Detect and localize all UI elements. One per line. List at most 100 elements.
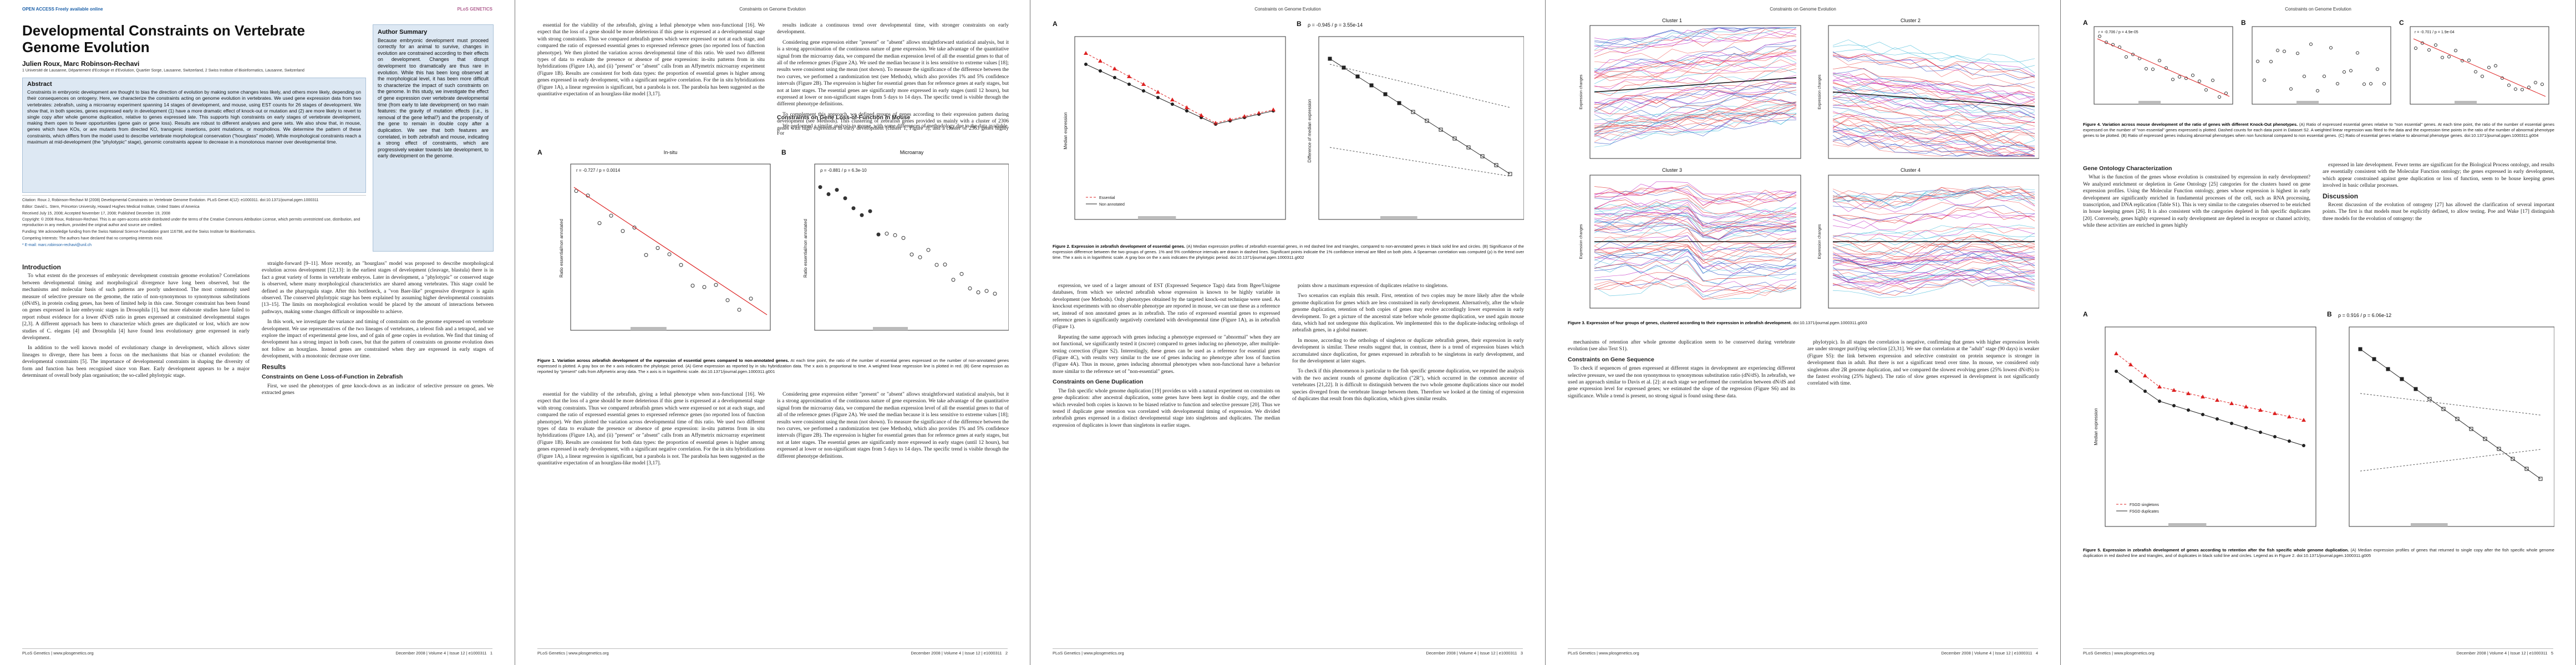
data-point (918, 255, 922, 259)
column-1-bottom (537, 131, 765, 147)
panel-label-b: B (2327, 310, 2332, 318)
data-point (2323, 74, 2326, 78)
expression-profile (1832, 112, 2035, 137)
paragraph: To complement this approach, we defined … (777, 111, 1009, 131)
page-number: 2 (1005, 651, 1008, 656)
email[interactable]: * E-mail: marc.robinson-rechavi@unil.ch (22, 243, 92, 247)
panel-b-stat: ρ = -0.881 / p = 6.3e-10 (820, 168, 867, 173)
expression-profile (1832, 185, 2035, 203)
expression-profile (1832, 269, 2035, 287)
expression-profile (1832, 73, 2035, 98)
page-header: Constraints on Genome Evolution (1053, 7, 1523, 14)
expression-profile (1594, 275, 1797, 294)
phylotypic-period-box (1138, 216, 1176, 219)
expression-profile (1832, 187, 2035, 203)
panel-label-a: A (537, 149, 542, 156)
singleton-point (2186, 391, 2191, 395)
expression-profile (1832, 78, 2035, 100)
y-axis-label: Expression changes (1818, 224, 1822, 259)
paragraph: phylotypic). In all stages the correlati… (1807, 340, 2039, 387)
expression-profile (1594, 29, 1797, 58)
figure-2-chart: Median expression Difference of median ex… (1063, 36, 1524, 220)
data-point (2191, 73, 2194, 77)
singleton-point (2244, 405, 2248, 408)
data-point (2414, 46, 2417, 50)
data-point (959, 272, 964, 276)
expression-profile (1832, 238, 2035, 255)
data-point (725, 298, 730, 303)
expression-profile (1832, 139, 2035, 157)
essential-point (1271, 108, 1276, 111)
footer-journal: PLoS Genetics | www.plosgenetics.org (22, 651, 94, 656)
abstract-heading: Abstract (27, 81, 52, 88)
page-footer: PLoS Genetics | www.plosgenetics.org Dec… (2083, 648, 2553, 657)
panel-label-b: B (781, 149, 786, 156)
expression-profile (1594, 205, 1797, 229)
paragraph: Repeating the same approach with genes i… (1053, 334, 1280, 375)
expression-profile (1594, 235, 1797, 253)
singleton-point (2258, 408, 2263, 412)
footer-journal: PLoS Genetics | www.plosgenetics.org (2083, 651, 2155, 656)
figure-3-chart: Expression changes Expression changes Expr… (1579, 25, 2039, 309)
phylotypic-period-box (1380, 216, 1417, 219)
expression-profile (1832, 269, 2035, 283)
page-header: Constraints on Genome Evolution (2083, 7, 2553, 14)
expression-profile (1594, 81, 1797, 105)
expression-profile (1594, 51, 1797, 78)
expression-profile (1832, 51, 2035, 80)
expression-profile (1832, 125, 2035, 156)
expression-profile (1594, 210, 1797, 233)
data-point (2256, 59, 2259, 63)
data-point (2356, 51, 2359, 55)
data-point (2521, 88, 2524, 91)
panel-label-a: A (2083, 310, 2088, 318)
paragraph: First, we used the phenotypes of gene kn… (262, 383, 494, 396)
regression-line (2413, 38, 2546, 97)
expression-profile (1594, 263, 1797, 284)
phylotypic-period-box (2455, 101, 2477, 104)
expression-profile (1594, 45, 1797, 71)
expression-profile (1832, 192, 2035, 209)
expression-profile (1594, 52, 1797, 75)
open-access-badge[interactable]: OPEN ACCESS Freely available online (22, 7, 103, 12)
abstract-text: Constraints in embryonic development are… (27, 89, 361, 145)
duplicate-line (2116, 371, 2304, 446)
expression-profile (1832, 248, 2035, 266)
expression-profile (1594, 52, 1797, 81)
phylotypic-period-box (2296, 101, 2319, 104)
expression-profile (1832, 223, 2035, 239)
data-point (2224, 91, 2228, 95)
expression-profile (1832, 52, 2035, 78)
expression-profile (1832, 186, 2035, 202)
y-axis-label: Median expression (2094, 408, 2099, 445)
phylotypic-period-box (873, 327, 908, 330)
editor: Editor: David L. Stern, Princeton Univer… (22, 204, 200, 209)
page-number: 5 (2550, 651, 2553, 656)
data-point (2447, 55, 2451, 59)
data-point (2158, 59, 2161, 63)
expression-profile (1594, 113, 1797, 147)
running-title: Constraints on Genome Evolution (2285, 7, 2351, 12)
data-point (2507, 83, 2511, 87)
expression-profile (1832, 248, 2035, 262)
phylotypic-period-box (2411, 523, 2448, 526)
panel-label-a: A (1053, 20, 1058, 28)
y-axis-label: Median expression (1063, 112, 1068, 149)
running-title: Constraints on Genome Evolution (1254, 7, 1321, 12)
singleton-line (2116, 353, 2304, 421)
panel-label-c: C (2399, 19, 2404, 27)
expression-profile (1832, 198, 2035, 215)
data-point (2263, 78, 2266, 82)
expression-profile (1594, 68, 1797, 94)
data-point (2329, 46, 2333, 50)
expression-profile (1594, 27, 1797, 50)
expression-profile (1832, 135, 2035, 157)
cluster-mean-profile (1832, 91, 2035, 107)
expression-profile (1832, 207, 2035, 223)
panel-c-stat: r = -0.701 / p = 1.9e-04 (2415, 30, 2455, 34)
data-point (843, 196, 847, 201)
column-2: points show a maximum expression of dupl… (1292, 283, 1524, 635)
expression-profile (1594, 55, 1797, 79)
expression-profile (1594, 217, 1797, 237)
expression-profile (1832, 204, 2035, 221)
